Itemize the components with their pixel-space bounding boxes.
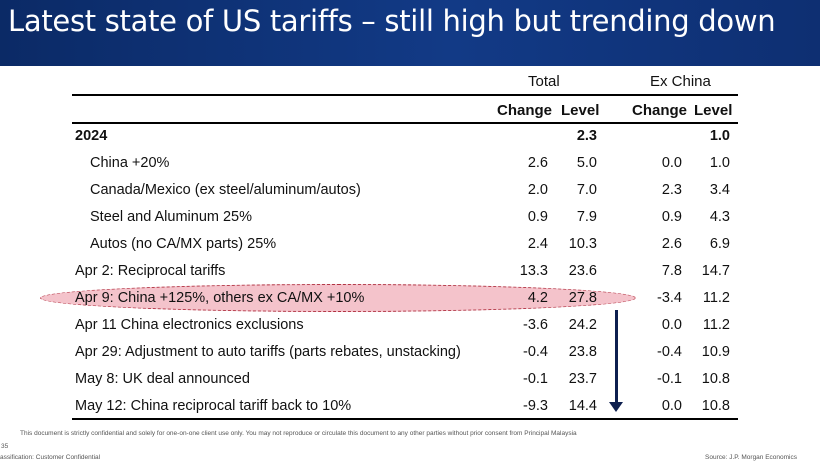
header-rule [72, 122, 738, 124]
exchina-change-cell: 0.9 [661, 209, 682, 225]
row-label: Autos (no CA/MX parts) 25% [90, 236, 277, 252]
table-row: Autos (no CA/MX parts) 25% 2.4 10.3 2.6 6.9 [0, 231, 820, 257]
row-label: Apr 11 China electronics exclusions [75, 317, 304, 333]
row-label: Steel and Aluminum 25% [90, 209, 253, 225]
disclaimer: This document is strictly confidential a… [20, 430, 577, 437]
exchina-change-cell: -0.1 [657, 371, 682, 387]
source: Source: J.P. Morgan Economics [705, 454, 798, 461]
total-level-cell: 27.8 [568, 290, 597, 306]
exchina-level-cell: 6.9 [709, 236, 730, 252]
row-label: Canada/Mexico (ex steel/aluminum/autos) [90, 182, 361, 198]
total-level-cell: 23.7 [568, 371, 597, 387]
row-label: China +20% [90, 155, 170, 171]
exchina-level-cell: 10.9 [701, 344, 730, 360]
header-total-change: Change [497, 102, 553, 119]
row-label: Apr 9: China +125%, others ex CA/MX +10% [75, 290, 365, 306]
total-level-cell: 5.0 [576, 155, 597, 171]
total-level-cell: 23.6 [568, 263, 597, 279]
exchina-level-cell: 3.4 [709, 182, 730, 198]
header-total: Total [528, 73, 560, 90]
exchina-change-cell: 0.0 [661, 398, 682, 414]
exchina-level-cell: 11.2 [702, 290, 730, 306]
bottom-rule [72, 418, 738, 420]
total-change-cell: -3.6 [523, 317, 548, 333]
total-level-cell: 24.2 [568, 317, 597, 333]
total-change-cell: -9.3 [523, 398, 548, 414]
row-label: 2024 [75, 128, 108, 144]
total-level-cell: 7.9 [576, 209, 597, 225]
table-row: May 12: China reciprocal tariff back to … [0, 393, 820, 419]
total-level-cell: 7.0 [576, 182, 597, 198]
table-row: China +20% 2.6 5.0 0.0 1.0 [0, 150, 820, 176]
exchina-level-cell: 10.8 [701, 398, 730, 414]
exchina-change-cell: 0.0 [661, 155, 682, 171]
exchina-level-cell: 1.0 [709, 128, 730, 144]
exchina-change-cell: 2.6 [661, 236, 682, 252]
total-level-cell: 23.8 [568, 344, 597, 360]
exchina-level-cell: 11.2 [702, 317, 730, 333]
table-row: May 8: UK deal announced -0.1 23.7 -0.1 10.8 [0, 366, 820, 392]
total-change-cell: 4.2 [527, 290, 548, 306]
exchina-change-cell: -3.4 [657, 290, 682, 306]
table-row: Steel and Aluminum 25% 0.9 7.9 0.9 4.3 [0, 204, 820, 230]
page-title: Latest state of US tariffs – still high … [8, 4, 776, 38]
total-change-cell: 2.6 [527, 155, 548, 171]
down-arrow-icon [609, 402, 623, 412]
total-level-cell: 10.3 [568, 236, 597, 252]
table-row: Apr 9: China +125%, others ex CA/MX +10%… [0, 285, 820, 311]
table-row: Canada/Mexico (ex steel/aluminum/autos) 2… [0, 177, 820, 203]
exchina-change-cell: -0.4 [657, 344, 682, 360]
table-row: Apr 11 China electronics exclusions -3.6 2… [0, 312, 820, 338]
highlight-ellipse [40, 284, 636, 312]
total-change-cell: -0.1 [523, 371, 548, 387]
exchina-change-cell: 0.0 [661, 317, 682, 333]
total-change-cell: 13.3 [519, 263, 548, 279]
table-row: Apr 2: Reciprocal tariffs 13.3 23.6 7.8 14.7 [0, 258, 820, 284]
header-ex-china: Ex China [650, 73, 711, 90]
header-total-level: Level [561, 102, 600, 119]
row-label: May 12: China reciprocal tariff back to … [75, 398, 352, 414]
total-change-cell: 2.0 [527, 182, 548, 198]
down-arrow-shaft [615, 310, 618, 404]
exchina-level-cell: 10.8 [701, 371, 730, 387]
row-label: Apr 2: Reciprocal tariffs [75, 263, 226, 279]
classification: assification: Customer Confidential [0, 454, 101, 461]
total-change-cell: -0.4 [523, 344, 548, 360]
header-exchina-change: Change [632, 102, 688, 119]
total-change-cell: 0.9 [527, 209, 548, 225]
exchina-level-cell: 1.0 [709, 155, 730, 171]
header-exchina-level: Level [694, 102, 733, 119]
top-rule [72, 94, 738, 96]
total-level-cell: 14.4 [568, 398, 597, 414]
row-label: Apr 29: Adjustment to auto tariffs (part… [75, 344, 461, 360]
page-number: 35 [1, 443, 9, 450]
exchina-change-cell: 2.3 [661, 182, 682, 198]
title-bar: Latest state of US tariffs – still high … [0, 0, 820, 66]
table-row: 2024 2.3 1.0 [0, 123, 820, 149]
total-level-cell: 2.3 [576, 128, 597, 144]
table-row: Apr 29: Adjustment to auto tariffs (part… [0, 339, 820, 365]
exchina-level-cell: 4.3 [709, 209, 730, 225]
exchina-change-cell: 7.8 [661, 263, 682, 279]
row-label: May 8: UK deal announced [75, 371, 250, 387]
exchina-level-cell: 14.7 [701, 263, 730, 279]
total-change-cell: 2.4 [527, 236, 548, 252]
